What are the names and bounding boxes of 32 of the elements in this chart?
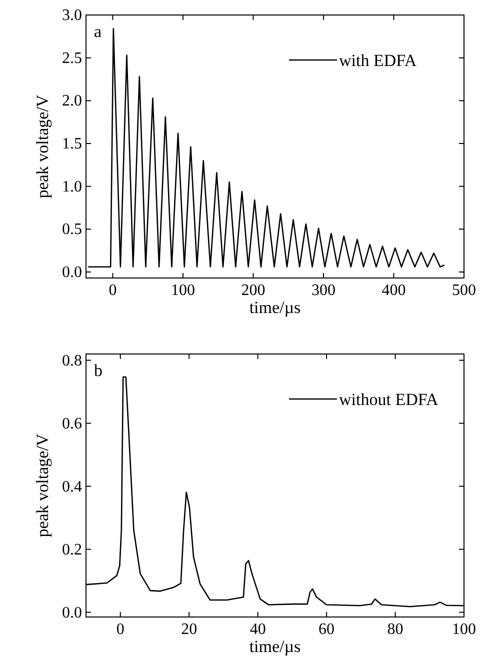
y-tick-label: 0.6 xyxy=(62,415,82,432)
annotation: a xyxy=(94,22,102,41)
y-axis-title: peak voltage/V xyxy=(33,433,52,538)
x-tick-label: 300 xyxy=(311,282,336,299)
y-tick-label: 0.8 xyxy=(62,352,82,370)
y-axis-title: peak voltage/V xyxy=(33,94,52,198)
x-tick-label: 100 xyxy=(170,282,195,299)
y-tick-label: 0.5 xyxy=(62,221,82,238)
x-tick-label: 80 xyxy=(387,621,404,638)
x-tick-label: 0 xyxy=(116,621,124,638)
legend-label: with EDFA xyxy=(339,51,418,70)
x-axis-title: time/µs xyxy=(249,298,301,317)
y-tick-label: 0.2 xyxy=(62,541,82,558)
x-tick-label: 20 xyxy=(181,621,198,638)
x-axis-title: time/µs xyxy=(249,637,301,656)
y-tick-label: 0.0 xyxy=(62,264,82,282)
x-tick-label: 100 xyxy=(452,621,476,638)
x-tick-label: 60 xyxy=(318,621,335,638)
x-tick-label: 0 xyxy=(108,282,117,299)
x-tick-label: 200 xyxy=(241,282,266,299)
x-tick-label: 500 xyxy=(452,282,476,299)
legend-label: without EDFA xyxy=(339,390,440,409)
y-tick-label: 2.0 xyxy=(62,92,82,110)
x-tick-label: 40 xyxy=(250,621,266,638)
y-tick-label: 2.5 xyxy=(62,50,82,67)
y-tick-label: 1.0 xyxy=(62,178,82,196)
y-tick-label: 3.0 xyxy=(62,7,82,24)
y-tick-label: 0.0 xyxy=(62,604,82,622)
y-tick-label: 1.5 xyxy=(62,136,82,152)
y-tick-label: 0.4 xyxy=(62,478,82,496)
annotation: b xyxy=(94,361,102,380)
x-tick-label: 400 xyxy=(382,282,406,299)
